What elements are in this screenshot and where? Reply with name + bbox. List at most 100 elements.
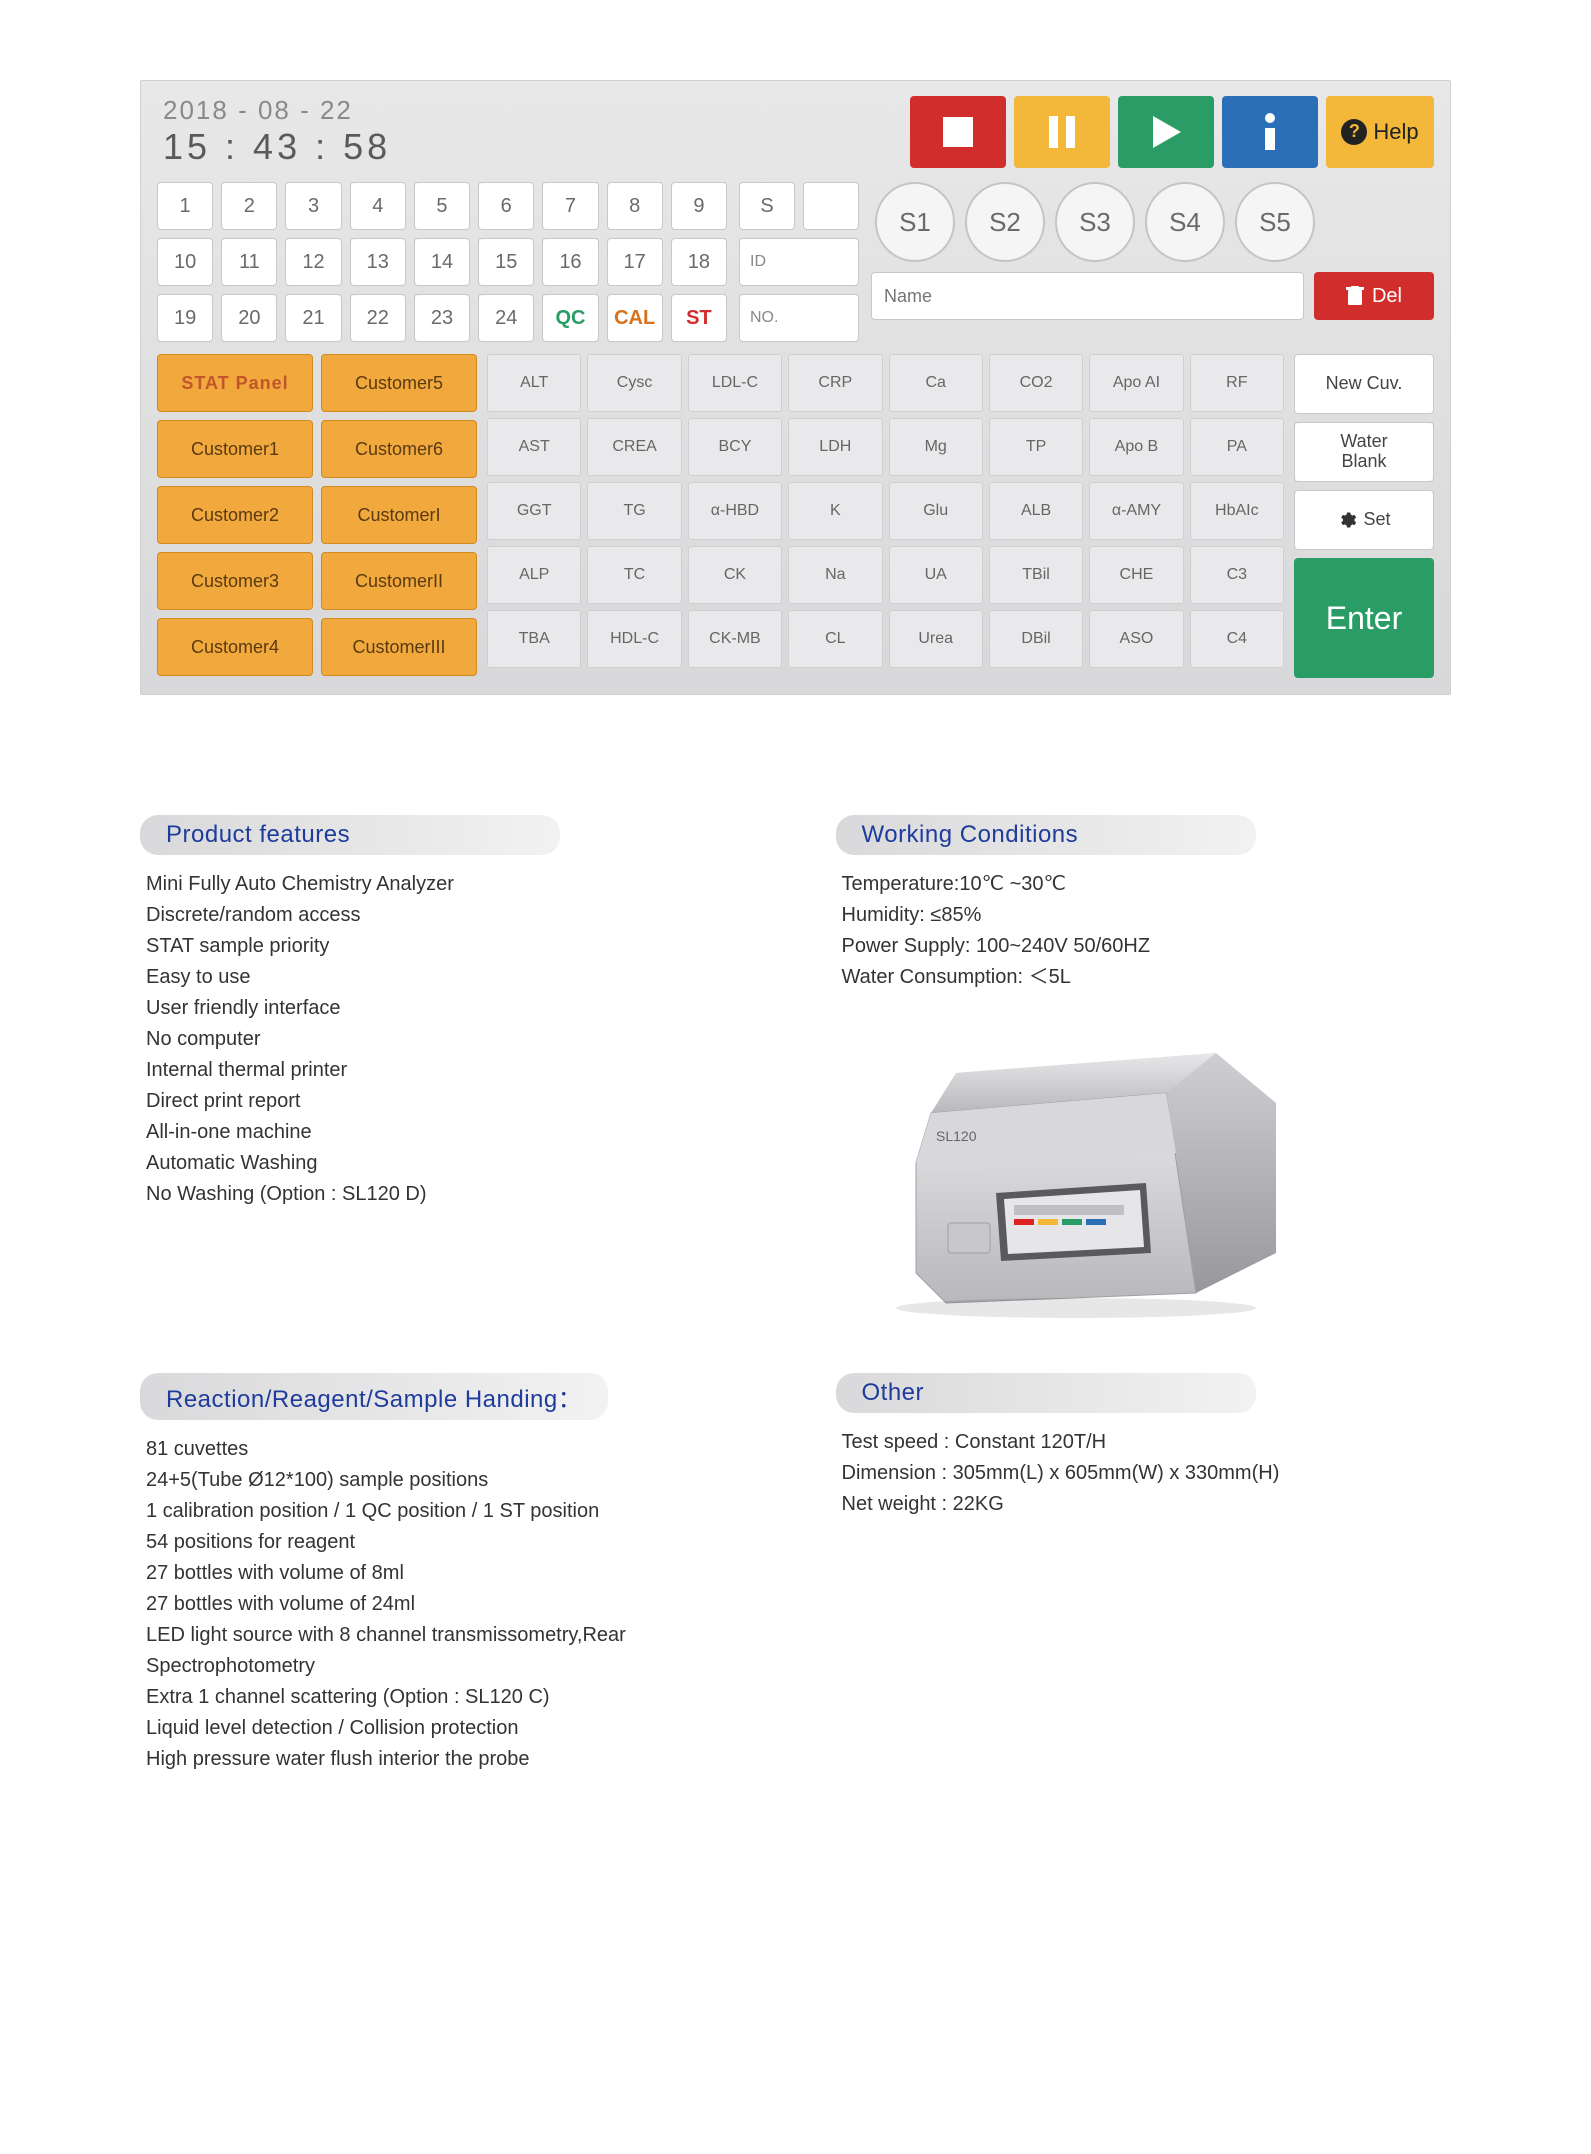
analyte-c4[interactable]: C4 (1190, 610, 1284, 668)
num-key-4[interactable]: 4 (350, 182, 406, 230)
num-key-11[interactable]: 11 (221, 238, 277, 286)
analyte-aso[interactable]: ASO (1089, 610, 1183, 668)
panel-customer2[interactable]: Customer2 (157, 486, 313, 544)
delete-button[interactable]: Del (1314, 272, 1434, 320)
analyte-ck-mb[interactable]: CK-MB (688, 610, 782, 668)
num-key-12[interactable]: 12 (285, 238, 341, 286)
panel-customer5[interactable]: Customer5 (321, 354, 477, 412)
analyte-cl[interactable]: CL (788, 610, 882, 668)
play-button[interactable] (1118, 96, 1214, 168)
analyte-apo-ai[interactable]: Apo AI (1089, 354, 1183, 412)
num-key-13[interactable]: 13 (350, 238, 406, 286)
analyte-tba[interactable]: TBA (487, 610, 581, 668)
id-field[interactable]: ID (739, 238, 859, 286)
analyte-ldh[interactable]: LDH (788, 418, 882, 476)
panel-customer6[interactable]: Customer6 (321, 420, 477, 478)
analyte-ua[interactable]: UA (889, 546, 983, 604)
num-key-9[interactable]: 9 (671, 182, 727, 230)
sample-circle-s1[interactable]: S1 (875, 182, 955, 262)
s-key[interactable]: S (739, 182, 795, 230)
num-key-7[interactable]: 7 (542, 182, 598, 230)
analyte--amy[interactable]: α-AMY (1089, 482, 1183, 540)
analyte-hbaic[interactable]: HbAIc (1190, 482, 1284, 540)
analyte-tc[interactable]: TC (587, 546, 681, 604)
panel-customeriii[interactable]: CustomerIII (321, 618, 477, 676)
panel-customer1[interactable]: Customer1 (157, 420, 313, 478)
num-key-5[interactable]: 5 (414, 182, 470, 230)
analyte-mg[interactable]: Mg (889, 418, 983, 476)
num-key-17[interactable]: 17 (607, 238, 663, 286)
water-blank-button[interactable]: Water Blank (1294, 422, 1434, 482)
no-field[interactable]: NO. (739, 294, 859, 342)
num-key-8[interactable]: 8 (607, 182, 663, 230)
analyte-tp[interactable]: TP (989, 418, 1083, 476)
analyte-tbil[interactable]: TBil (989, 546, 1083, 604)
panel-customerii[interactable]: CustomerII (321, 552, 477, 610)
help-label: Help (1373, 119, 1418, 145)
num-key-10[interactable]: 10 (157, 238, 213, 286)
panel-customer4[interactable]: Customer4 (157, 618, 313, 676)
analyte-cysc[interactable]: Cysc (587, 354, 681, 412)
num-key-23[interactable]: 23 (414, 294, 470, 342)
analyte-glu[interactable]: Glu (889, 482, 983, 540)
analyte-rf[interactable]: RF (1190, 354, 1284, 412)
blank-key[interactable] (803, 182, 859, 230)
sample-circle-s4[interactable]: S4 (1145, 182, 1225, 262)
num-key-2[interactable]: 2 (221, 182, 277, 230)
num-key-19[interactable]: 19 (157, 294, 213, 342)
num-key-24[interactable]: 24 (478, 294, 534, 342)
num-key-3[interactable]: 3 (285, 182, 341, 230)
analyte-ck[interactable]: CK (688, 546, 782, 604)
num-key-20[interactable]: 20 (221, 294, 277, 342)
analyte-dbil[interactable]: DBil (989, 610, 1083, 668)
num-key-21[interactable]: 21 (285, 294, 341, 342)
sample-circle-s2[interactable]: S2 (965, 182, 1045, 262)
analyte-tg[interactable]: TG (587, 482, 681, 540)
num-key-18[interactable]: 18 (671, 238, 727, 286)
analyte-apo-b[interactable]: Apo B (1089, 418, 1183, 476)
cal-key[interactable]: CAL (607, 294, 663, 342)
qc-key[interactable]: QC (542, 294, 598, 342)
spec-item: High pressure water flush interior the p… (146, 1744, 756, 1775)
analyte-k[interactable]: K (788, 482, 882, 540)
analyte-ggt[interactable]: GGT (487, 482, 581, 540)
new-cuvette-button[interactable]: New Cuv. (1294, 354, 1434, 414)
analyte-c3[interactable]: C3 (1190, 546, 1284, 604)
num-key-15[interactable]: 15 (478, 238, 534, 286)
analyte-ca[interactable]: Ca (889, 354, 983, 412)
analyte-ldl-c[interactable]: LDL-C (688, 354, 782, 412)
set-button[interactable]: Set (1294, 490, 1434, 550)
analyte-hdl-c[interactable]: HDL-C (587, 610, 681, 668)
stop-button[interactable] (910, 96, 1006, 168)
analyte-che[interactable]: CHE (1089, 546, 1183, 604)
sample-circle-s5[interactable]: S5 (1235, 182, 1315, 262)
analyte-ast[interactable]: AST (487, 418, 581, 476)
analyte-na[interactable]: Na (788, 546, 882, 604)
analyte-pa[interactable]: PA (1190, 418, 1284, 476)
panel-stat-panel[interactable]: STAT Panel (157, 354, 313, 412)
num-key-16[interactable]: 16 (542, 238, 598, 286)
analyte-urea[interactable]: Urea (889, 610, 983, 668)
sample-circle-s3[interactable]: S3 (1055, 182, 1135, 262)
num-key-14[interactable]: 14 (414, 238, 470, 286)
name-input[interactable] (871, 272, 1304, 320)
help-button[interactable]: ? Help (1326, 96, 1434, 168)
enter-button[interactable]: Enter (1294, 558, 1434, 678)
num-key-1[interactable]: 1 (157, 182, 213, 230)
st-key[interactable]: ST (671, 294, 727, 342)
info-button[interactable] (1222, 96, 1318, 168)
num-key-22[interactable]: 22 (350, 294, 406, 342)
analyte-crp[interactable]: CRP (788, 354, 882, 412)
analyte-alb[interactable]: ALB (989, 482, 1083, 540)
analyte--hbd[interactable]: α-HBD (688, 482, 782, 540)
num-key-6[interactable]: 6 (478, 182, 534, 230)
analyte-alt[interactable]: ALT (487, 354, 581, 412)
analyte-crea[interactable]: CREA (587, 418, 681, 476)
analyte-co2[interactable]: CO2 (989, 354, 1083, 412)
analyte-bcy[interactable]: BCY (688, 418, 782, 476)
pause-button[interactable] (1014, 96, 1110, 168)
analyte-alp[interactable]: ALP (487, 546, 581, 604)
panel-customer3[interactable]: Customer3 (157, 552, 313, 610)
spec-item: User friendly interface (146, 993, 756, 1024)
panel-customeri[interactable]: CustomerI (321, 486, 477, 544)
